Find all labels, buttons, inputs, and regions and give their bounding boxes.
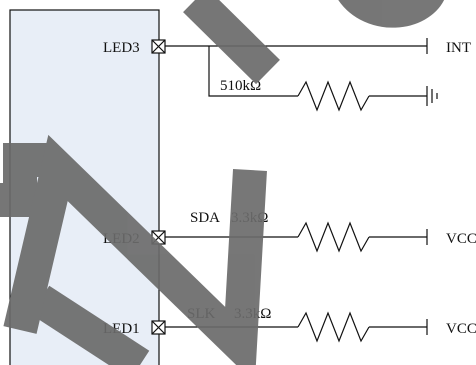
pull-branch-wire xyxy=(208,46,298,97)
vcc-net-label-1: VCC xyxy=(446,231,476,247)
pin-led3-marker-icon xyxy=(151,39,166,54)
resistor-510k-label: 510kΩ xyxy=(220,78,261,94)
pin-led1-marker-icon xyxy=(151,320,166,335)
resistor-510k-icon xyxy=(297,80,370,112)
int-net-label: INT xyxy=(446,40,471,56)
resistor-sda-icon xyxy=(297,221,370,253)
watermark xyxy=(0,0,444,365)
sda-name-label: SDA xyxy=(190,210,220,226)
resistor-slk-icon xyxy=(297,311,370,343)
ground-icon xyxy=(426,86,438,106)
pin-label-led3: LED3 xyxy=(103,40,140,56)
vcc-net-label-2: VCC xyxy=(446,321,476,337)
